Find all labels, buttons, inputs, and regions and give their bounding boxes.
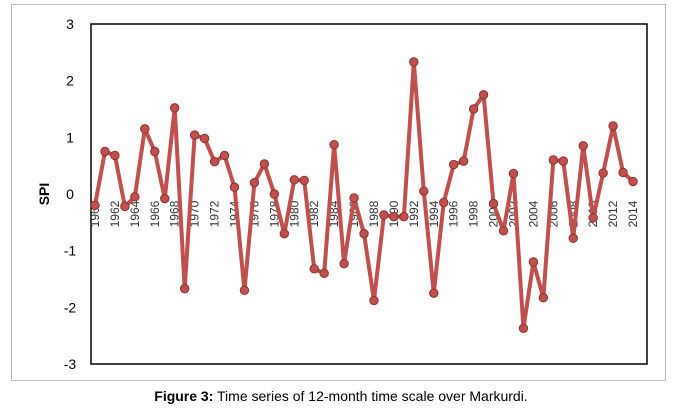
data-point <box>249 177 260 188</box>
x-tick-label: 2000 <box>487 200 501 227</box>
y-tick-label: -1 <box>64 243 77 259</box>
data-point <box>160 193 170 204</box>
data-point <box>618 167 628 178</box>
data-point <box>419 186 429 196</box>
plot-area <box>90 23 648 365</box>
data-point <box>429 288 439 298</box>
x-tick-label: 1988 <box>367 200 381 227</box>
figure-caption: Figure 3: Time series of 12-month time s… <box>0 388 682 404</box>
data-point <box>239 285 250 296</box>
data-point <box>110 150 120 161</box>
data-point <box>538 293 549 303</box>
data-point <box>458 156 469 166</box>
data-point <box>289 175 299 185</box>
x-tick-label: 1998 <box>467 200 481 227</box>
x-tick-label: 2004 <box>526 200 540 227</box>
data-point <box>498 226 509 236</box>
series-layer <box>90 57 638 333</box>
data-point <box>439 197 449 208</box>
data-point <box>359 228 369 239</box>
data-point <box>150 146 160 157</box>
y-tick-label: 3 <box>66 16 74 32</box>
y-tick-labels: -3 -2 -1 0 1 2 3 <box>64 16 77 372</box>
data-point <box>329 140 339 150</box>
x-tick-label: 1972 <box>208 200 222 227</box>
data-point <box>90 200 100 211</box>
data-point <box>488 198 499 209</box>
x-tick-label: 1966 <box>148 200 162 227</box>
data-point <box>309 264 319 274</box>
data-point <box>518 323 529 333</box>
data-point <box>399 211 409 222</box>
data-point <box>189 130 200 140</box>
y-tick-label: 0 <box>66 186 74 202</box>
y-axis-label: SPI <box>36 183 52 206</box>
caption-label: Figure 3: <box>154 388 214 404</box>
data-point <box>140 124 150 134</box>
data-point <box>259 159 270 169</box>
data-point <box>409 57 419 67</box>
data-point <box>219 150 230 161</box>
y-tick-label: -3 <box>64 356 77 372</box>
data-point <box>608 121 618 131</box>
data-point <box>299 175 309 186</box>
data-point <box>349 193 359 203</box>
data-point <box>100 146 110 157</box>
data-point <box>588 213 598 223</box>
x-tick-label: 1992 <box>407 200 421 227</box>
data-point <box>319 268 329 279</box>
data-point <box>199 133 210 144</box>
data-point <box>598 168 608 178</box>
data-point <box>279 228 290 239</box>
x-tick-label: 1994 <box>427 200 441 227</box>
data-point <box>508 168 519 179</box>
data-point <box>448 159 459 170</box>
x-tick-label: 2012 <box>606 200 620 227</box>
data-point <box>528 257 539 267</box>
data-point <box>339 259 349 269</box>
data-point <box>389 211 399 222</box>
x-tick-label: 1962 <box>108 200 122 227</box>
data-point <box>170 103 180 113</box>
data-point <box>568 233 578 243</box>
data-point <box>628 176 638 187</box>
data-point <box>478 90 489 100</box>
data-point <box>558 156 568 166</box>
data-point <box>269 189 280 199</box>
data-point <box>179 283 190 294</box>
data-point <box>209 157 220 167</box>
data-point <box>379 210 389 220</box>
x-tick-label: 1996 <box>447 200 461 227</box>
y-tick-label: 1 <box>66 129 74 145</box>
y-tick-label: -2 <box>64 299 77 315</box>
x-tick-label: 1964 <box>128 200 142 227</box>
data-point <box>369 295 379 306</box>
y-tick-label: 2 <box>66 73 74 89</box>
data-point <box>130 192 140 202</box>
data-point <box>120 201 130 212</box>
caption-text: Time series of 12-month time scale over … <box>213 388 528 404</box>
x-tick-label: 2014 <box>626 200 640 227</box>
data-point <box>229 182 240 192</box>
data-point <box>548 155 559 165</box>
data-point <box>468 104 479 114</box>
data-point <box>578 141 588 151</box>
